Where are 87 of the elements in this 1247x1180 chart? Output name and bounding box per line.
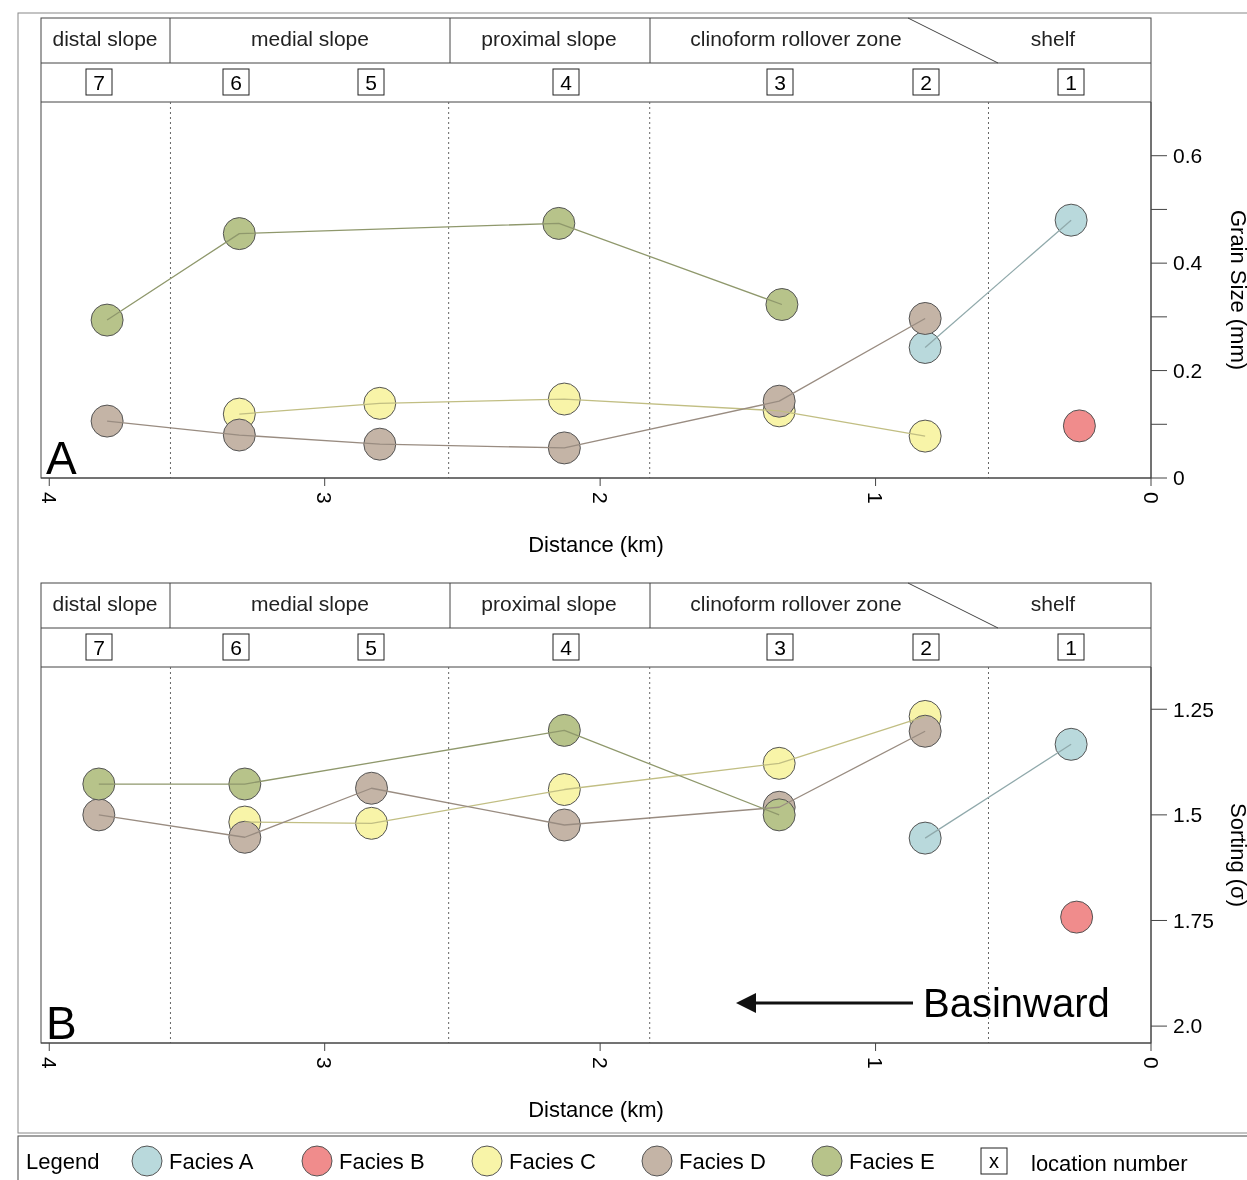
point	[762, 746, 796, 780]
point	[762, 798, 796, 832]
x-tick-label: 2	[588, 1057, 612, 1069]
legend-title: Legend	[26, 1149, 100, 1174]
point	[363, 386, 397, 420]
text: 2	[920, 636, 932, 659]
point	[1054, 727, 1088, 761]
x-tick-label: 0	[1139, 492, 1163, 504]
point	[222, 217, 256, 251]
text: location number	[1031, 1151, 1188, 1176]
point	[222, 418, 256, 452]
text: 1	[1065, 636, 1077, 659]
y-tick-label: 0.2	[1173, 358, 1203, 382]
text: clinoform rollover zone	[690, 27, 902, 50]
point	[542, 206, 576, 240]
y-axis-title: Sorting (σ)	[1226, 802, 1247, 908]
legend-label: Facies E	[849, 1149, 935, 1174]
x-axis-title: Distance (km)	[528, 532, 664, 557]
x-axis-title: Distance (km)	[528, 1097, 664, 1122]
text: proximal slope	[481, 27, 617, 50]
point	[765, 288, 799, 321]
text: 1	[1065, 71, 1077, 94]
point	[547, 773, 581, 807]
point	[1060, 900, 1094, 934]
text: 3	[774, 636, 786, 659]
x-tick-label: 4	[37, 1057, 61, 1069]
x-tick-label: 3	[313, 492, 337, 504]
annotation: A	[46, 432, 77, 484]
y-tick-label: 2.0	[1173, 1014, 1203, 1038]
x-tick-label: 2	[588, 492, 612, 504]
text: 6	[230, 636, 242, 659]
text: medial slope	[251, 592, 369, 615]
text: x	[989, 1150, 999, 1172]
point	[908, 330, 942, 364]
point	[908, 301, 942, 335]
text: medial slope	[251, 27, 369, 50]
y-axis-title: Grain Size (mm)	[1226, 209, 1247, 371]
text: 5	[365, 636, 377, 659]
legend-label: Facies B	[339, 1149, 425, 1174]
text: 4	[560, 71, 573, 94]
y-tick-label: 0.4	[1173, 251, 1203, 275]
point	[228, 820, 262, 854]
text: clinoform rollover zone	[690, 592, 902, 615]
x-tick-label: 4	[37, 492, 61, 504]
x-tick-label: 0	[1139, 1057, 1163, 1069]
y-tick-label: 0.6	[1173, 144, 1203, 168]
text: 7	[93, 71, 105, 94]
point	[762, 384, 796, 418]
point	[1054, 203, 1088, 237]
text: 4	[560, 636, 573, 659]
point	[82, 798, 116, 832]
text: distal slope	[52, 27, 158, 50]
point	[355, 771, 389, 805]
x-tick-label: 1	[864, 492, 888, 504]
legend-label: Facies D	[679, 1149, 766, 1174]
annotation: B	[46, 997, 77, 1049]
point	[90, 404, 124, 438]
x-tick-label: 3	[313, 1057, 337, 1069]
text: 6	[230, 71, 242, 94]
x-tick-label: 1	[864, 1057, 888, 1069]
point	[547, 713, 581, 747]
y-tick-label: 1.25	[1173, 697, 1214, 721]
text: proximal slope	[481, 592, 617, 615]
point	[908, 821, 942, 855]
point	[363, 427, 397, 461]
text: shelf	[1030, 27, 1076, 50]
annotation: Basinward	[923, 981, 1110, 1025]
text: 5	[365, 71, 377, 94]
point	[1062, 409, 1096, 443]
point	[355, 806, 389, 840]
point	[547, 382, 581, 416]
y-tick-label: 1.5	[1173, 803, 1203, 827]
point	[547, 431, 581, 465]
point	[90, 303, 124, 337]
point	[82, 767, 116, 801]
text: shelf	[1030, 592, 1076, 615]
legend-label: Facies A	[169, 1149, 254, 1174]
y-tick-label: 1.75	[1173, 908, 1214, 932]
text: 7	[93, 636, 105, 659]
legend-label: Facies C	[509, 1149, 596, 1174]
point	[228, 767, 262, 801]
point	[908, 419, 942, 453]
point	[908, 714, 942, 748]
text: 3	[774, 71, 786, 94]
text: distal slope	[52, 592, 158, 615]
text: 2	[920, 71, 932, 94]
point	[547, 808, 581, 842]
